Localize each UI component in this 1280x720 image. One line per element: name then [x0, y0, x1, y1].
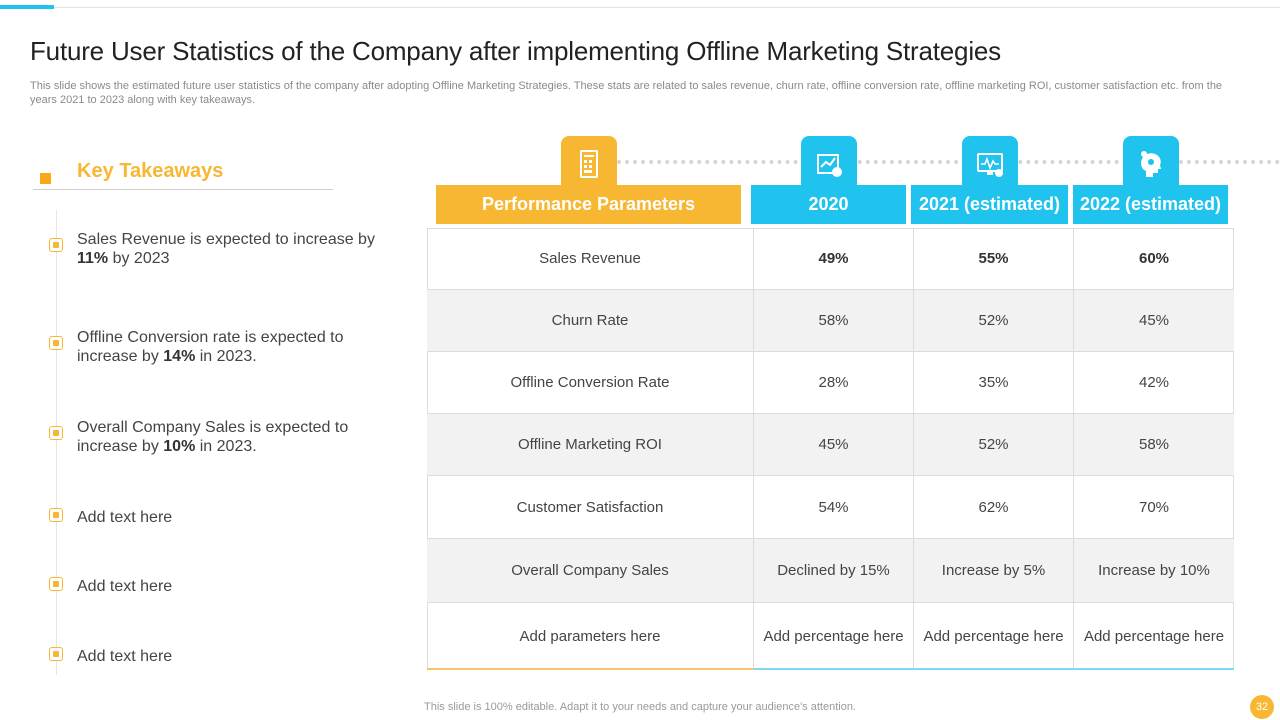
parameter-cell: Add parameters here: [427, 603, 754, 669]
parameter-cell: Offline Conversion Rate: [427, 352, 754, 414]
table-row: Overall Company Sales Declined by 15% Incr…: [427, 539, 1234, 603]
value-cell: 58%: [754, 290, 914, 352]
page-title: Future User Statistics of the Company af…: [30, 36, 1001, 66]
key-takeaway-text-part: Add text here: [77, 509, 173, 526]
key-takeaways-marker: [40, 173, 51, 184]
key-takeaways-title: Key Takeaways: [77, 160, 224, 182]
key-takeaway-text: Offline Conversion rate is expected to i…: [77, 328, 387, 366]
value-cell: 55%: [914, 228, 1074, 290]
value-cell: Add percentage here: [1083, 627, 1225, 645]
value-cell: 45%: [754, 414, 914, 476]
key-takeaway-text-part: Sales Revenue is expected to increase by: [77, 231, 375, 248]
value-cell: Increase by 5%: [914, 539, 1074, 603]
top-accent-bar: [0, 5, 54, 9]
key-takeaway-highlight: 10%: [163, 438, 196, 455]
key-takeaways-underline: [33, 189, 333, 190]
table-row: Sales Revenue 49% 55% 60%: [427, 228, 1234, 290]
value-cell: 35%: [914, 352, 1074, 414]
key-takeaway-text: Add text here: [77, 577, 387, 596]
table-row: Offline Conversion Rate 28% 35% 42%: [427, 352, 1234, 414]
key-takeaways-timeline: [56, 210, 57, 675]
key-takeaway-highlight: 11%: [77, 250, 109, 267]
parameter-cell: Customer Satisfaction: [427, 476, 754, 539]
value-cell: 60%: [1074, 228, 1234, 290]
page-number-badge: 32: [1250, 695, 1274, 719]
table-row: Customer Satisfaction 54% 62% 70%: [427, 476, 1234, 539]
value-cell: 49%: [754, 228, 914, 290]
bullet-icon: [49, 508, 63, 522]
key-takeaway-text: Sales Revenue is expected to increase by…: [77, 230, 387, 268]
value-cell: Declined by 15%: [754, 539, 914, 603]
table-bottom-accent-blue: [754, 668, 1234, 670]
value-cell: 54%: [754, 476, 914, 539]
key-takeaway-text-part: in 2023.: [195, 438, 257, 455]
key-takeaway-text-part: in 2023.: [195, 348, 257, 365]
key-takeaway-text-part: by 2023: [108, 250, 170, 267]
bullet-icon: [49, 577, 63, 591]
parameter-cell: Offline Marketing ROI: [427, 414, 754, 476]
value-cell: 28%: [754, 352, 914, 414]
value-cell: 58%: [1074, 414, 1234, 476]
key-takeaway-text-part: Add text here: [77, 578, 173, 595]
key-takeaway-text-part: Overall Company Sales is expected to inc…: [77, 419, 349, 455]
page-subtitle: This slide shows the estimated future us…: [30, 80, 1223, 106]
bullet-icon: [49, 238, 63, 252]
bullet-icon: [49, 647, 63, 661]
table-bottom-accent-orange: [427, 668, 754, 670]
table-row: Add parameters here Add percentage here Ad…: [427, 603, 1234, 669]
key-takeaway-text-part: Add text here: [77, 648, 173, 665]
value-cell: 45%: [1074, 290, 1234, 352]
header-2022: 2022 (estimated): [1073, 185, 1228, 224]
key-takeaway-text: Add text here: [77, 647, 387, 666]
parameter-cell: Churn Rate: [427, 290, 754, 352]
parameter-cell: Overall Company Sales: [427, 539, 754, 603]
bullet-icon: [49, 426, 63, 440]
header-dotted-line: [617, 160, 1280, 164]
top-divider: [54, 7, 1280, 8]
value-cell: 42%: [1074, 352, 1234, 414]
header-2020: 2020: [751, 185, 906, 224]
head-gears-icon: [1123, 136, 1179, 192]
parameter-cell: Sales Revenue: [427, 228, 754, 290]
chart-report-icon: [801, 136, 857, 192]
footer-note: This slide is 100% editable. Adapt it to…: [424, 701, 856, 713]
value-cell: 62%: [914, 476, 1074, 539]
key-takeaway-highlight: 14%: [163, 348, 196, 365]
value-cell: 70%: [1074, 476, 1234, 539]
bullet-icon: [49, 336, 63, 350]
table-row: Churn Rate 58% 52% 45%: [427, 290, 1234, 352]
value-cell: 52%: [914, 290, 1074, 352]
analytics-monitor-icon: [962, 136, 1018, 192]
value-cell: Add percentage here: [754, 603, 914, 669]
value-cell: Add percentage here: [914, 603, 1074, 669]
key-takeaway-text: Overall Company Sales is expected to inc…: [77, 418, 387, 456]
value-cell: 52%: [914, 414, 1074, 476]
value-cell: Increase by 10%: [1074, 539, 1234, 603]
header-2021: 2021 (estimated): [911, 185, 1068, 224]
table-row: Offline Marketing ROI 45% 52% 58%: [427, 414, 1234, 476]
header-performance-parameters: Performance Parameters: [436, 185, 741, 224]
key-takeaway-text: Add text here: [77, 508, 387, 527]
key-takeaway-text-part: Offline Conversion rate is expected to i…: [77, 329, 344, 365]
bill-icon: [561, 136, 617, 192]
